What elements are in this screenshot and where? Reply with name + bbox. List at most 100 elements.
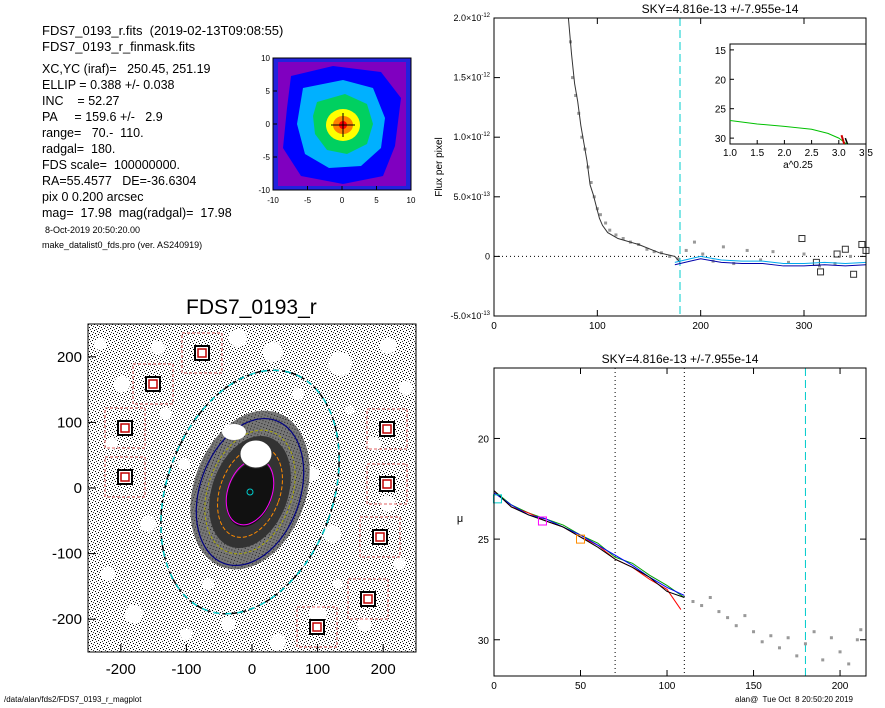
- img-ytick-label: -100: [52, 546, 82, 563]
- ytick-exponent: -12: [481, 73, 490, 79]
- param-line: radgal= 180.: [42, 142, 116, 156]
- outlier-point: [833, 250, 841, 258]
- data-point: [684, 248, 688, 252]
- ytick-label: 1.0×10-12: [454, 132, 491, 142]
- source-center: [148, 379, 158, 389]
- inset-xtick-label: 3.5: [859, 148, 873, 159]
- data-point: [608, 228, 612, 232]
- source-marker: [117, 469, 133, 485]
- galaxy-image-panel: -200 -100 0 100 200 200 100 0 -100 -200: [52, 323, 417, 678]
- source-region: [104, 407, 146, 449]
- thumbnail-plot: -10 -5 0 5 10 10 5 0 -5 -10: [258, 54, 416, 205]
- program-name: make_datalist0_fds.pro (ver. AS240919): [42, 240, 203, 250]
- y-axis-label: μ: [457, 513, 463, 525]
- data-point: [580, 135, 584, 139]
- inset-xtick-label: 3.0: [832, 148, 846, 159]
- source-center: [382, 424, 392, 434]
- thumb-xtick-label: 5: [374, 196, 379, 205]
- mask-hole: [221, 617, 235, 631]
- source-marker: [309, 619, 325, 635]
- mask-hole: [394, 558, 406, 570]
- inset-xlabel: a^0.25: [783, 160, 813, 171]
- thumb-ytick-label: -5: [263, 153, 271, 162]
- mask-hole: [292, 388, 304, 400]
- xtick-label: 200: [692, 321, 709, 332]
- mask-hole: [151, 341, 165, 355]
- inset-xtick-label: 1.0: [723, 148, 737, 159]
- surface-brightness-chart: SKY=4.816e-13 +/-7.955e-14 0 50 100 150 200 20…: [457, 352, 867, 692]
- source-marker: [117, 420, 133, 436]
- data-point: [604, 221, 608, 225]
- footer-user: alan@ Tue Oct 8 20:50:20 2019: [735, 695, 853, 704]
- data-point: [721, 245, 725, 249]
- outlier-point: [817, 268, 825, 276]
- file-title: FDS7_0193_r.fits (2019-02-13T09:08:55): [42, 23, 284, 38]
- source-marker: [145, 376, 161, 392]
- center-marker: [246, 488, 254, 496]
- xtick-label: 50: [575, 681, 587, 692]
- chart-title: SKY=4.816e-13 +/-7.955e-14: [602, 352, 759, 366]
- data-point: [759, 258, 763, 262]
- xtick-label: 0: [491, 321, 497, 332]
- param-line: FDS scale= 100000000.: [42, 158, 180, 172]
- data-point: [769, 634, 773, 638]
- img-xtick-label: -200: [106, 661, 136, 678]
- source-region: [296, 606, 338, 648]
- img-ytick-label: -200: [52, 611, 82, 628]
- ytick-label: -5.0×10-13: [451, 311, 491, 321]
- mask-hole: [140, 516, 156, 532]
- inset-red-tail: [840, 134, 846, 145]
- source-center: [120, 423, 130, 433]
- profile-line: [567, 17, 681, 263]
- data-point: [589, 180, 593, 184]
- xtick-label: 150: [745, 681, 762, 692]
- mask-hole: [328, 352, 352, 376]
- outlier-point: [850, 270, 858, 278]
- source-region: [359, 516, 401, 558]
- ytick-label: 2.0×10-12: [454, 13, 491, 23]
- param-line: pix 0 0.200 arcsec: [42, 190, 144, 204]
- param-line: RA=55.4577 DE=-36.6304: [42, 174, 197, 188]
- chart-frame: [493, 367, 867, 677]
- profile-series: [493, 492, 685, 596]
- source-marker: [379, 421, 395, 437]
- xtick-label: 200: [832, 681, 849, 692]
- img-ytick-label: 0: [74, 480, 82, 497]
- thumb-xtick-label: 0: [340, 196, 345, 205]
- source-region: [181, 332, 223, 374]
- mask-hole: [101, 567, 115, 581]
- isophote-yellow: [204, 429, 296, 555]
- source-region: [366, 463, 408, 505]
- mask-hole: [345, 405, 355, 415]
- mask-hole: [229, 329, 247, 347]
- data-point: [812, 630, 816, 634]
- data-point: [833, 262, 837, 266]
- ytick-label: 30: [478, 636, 490, 647]
- param-line: ELLIP = 0.388 +/- 0.038: [42, 78, 175, 92]
- data-point: [708, 595, 712, 599]
- source-region: [347, 578, 389, 620]
- data-point: [571, 76, 575, 80]
- ytick-label: 0: [485, 251, 490, 261]
- outlier-point: [798, 235, 806, 243]
- data-point: [802, 252, 806, 256]
- img-xtick-label: 100: [305, 661, 330, 678]
- mask-hole: [399, 381, 413, 395]
- profile-series: [493, 490, 685, 598]
- isophote-navy: [195, 417, 305, 567]
- masked-sources: [104, 332, 408, 648]
- mask-hole: [270, 634, 286, 650]
- data-point: [700, 604, 704, 608]
- data-point: [855, 638, 859, 642]
- data-point: [838, 650, 842, 654]
- data-point: [803, 642, 807, 646]
- inset-ytick-label: 20: [715, 75, 727, 86]
- profile-series: [493, 490, 685, 598]
- data-point: [752, 630, 756, 634]
- inset-black-tail: [844, 137, 849, 145]
- data-point: [668, 254, 672, 258]
- inset-frame: [729, 43, 867, 145]
- img-xtick-label: 0: [248, 661, 256, 678]
- bright-star-mask: [239, 439, 273, 469]
- mask-hole: [323, 525, 341, 543]
